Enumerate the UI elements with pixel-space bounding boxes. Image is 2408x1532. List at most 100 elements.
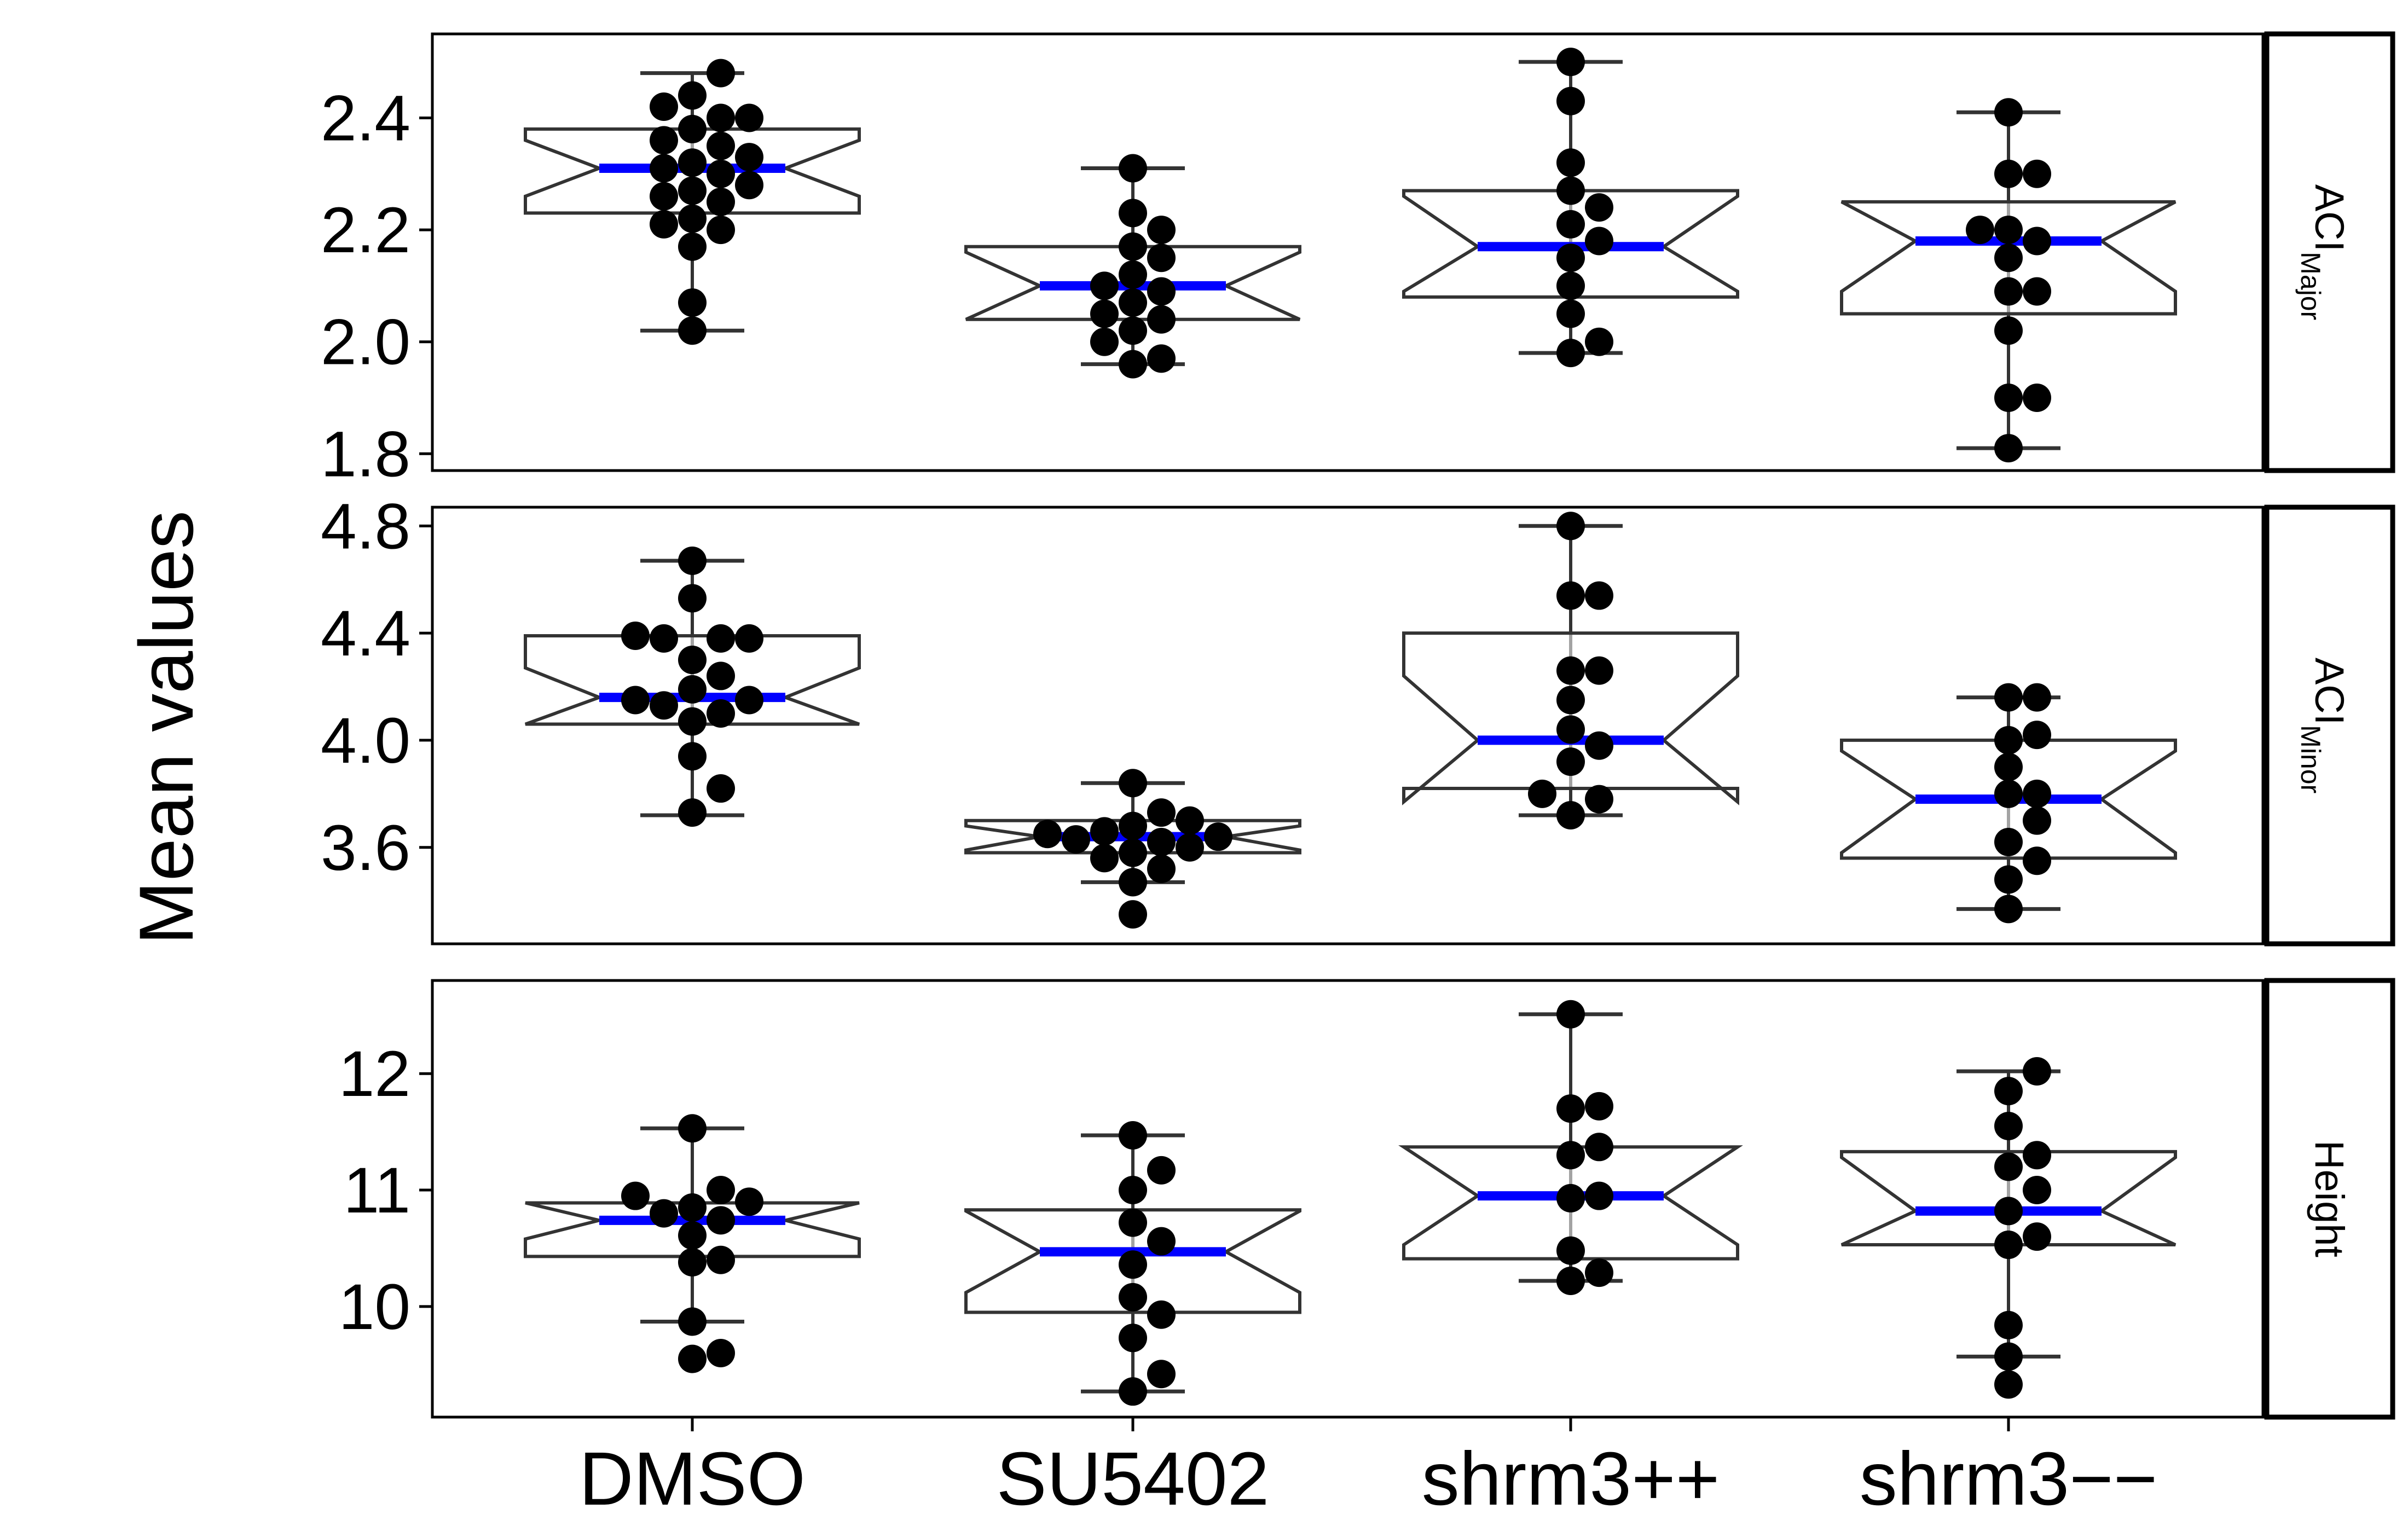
data-point [1119,232,1147,261]
data-point [678,646,707,675]
data-point [650,1199,678,1228]
data-point [1119,1176,1147,1205]
data-point [678,742,707,771]
data-point [1147,1227,1176,1256]
data-point [1994,98,2023,127]
data-point [2023,277,2051,306]
y-tick-label: 4.0 [321,705,410,777]
data-point [1585,327,1613,356]
data-point [650,154,678,183]
data-point [1119,350,1147,379]
data-point [2023,1222,2051,1251]
data-point [1090,327,1119,356]
data-point [678,148,707,177]
data-point [1556,210,1585,239]
data-point [1994,216,2023,245]
data-point [1119,288,1147,317]
data-point [707,103,735,132]
facet-strip-main: ACI [2307,184,2352,252]
data-point [1147,216,1176,245]
data-point [1994,1310,2023,1339]
box-group [964,769,1301,929]
data-point [1119,316,1147,345]
data-point [1556,1183,1585,1212]
data-point [678,316,707,345]
data-point [1556,1094,1585,1123]
data-point [678,288,707,317]
data-point [707,624,735,653]
data-point [2023,779,2051,808]
data-point [735,143,763,172]
data-point [735,624,763,653]
data-point [1090,271,1119,300]
data-point [678,1307,707,1336]
data-point [1119,1250,1147,1279]
data-point [1119,769,1147,798]
data-point [735,1187,763,1216]
data-point [1556,715,1585,744]
facet-panel: 10 11 12 Height [339,978,2395,1420]
y-tick-label: 12 [339,1038,410,1110]
data-point [2023,227,2051,256]
data-point [1147,344,1176,373]
data-point [1556,1000,1585,1029]
facet-strip-main: ACI [2307,658,2352,725]
data-point [707,774,735,803]
data-point [1147,1360,1176,1389]
data-point [2023,1176,2051,1205]
y-tick-label: 2.4 [321,82,410,154]
facet-strip-label: ACIMinor [2295,658,2352,793]
data-point [1556,176,1585,205]
facet-panel: 1.8 2.0 2.2 2.4 ACIMajor [321,31,2395,490]
data-point [1176,833,1204,862]
data-point [2023,384,2051,412]
data-point [1556,656,1585,685]
data-point [1119,154,1147,183]
box-group [1840,1057,2177,1399]
facet-strip-main: Height [2307,1140,2352,1257]
data-point [678,1247,707,1276]
data-point [1585,581,1613,610]
box-group [524,1114,861,1373]
data-point [1119,1121,1147,1150]
data-point [1585,227,1613,256]
y-tick-label: 1.8 [321,418,410,490]
data-point [678,546,707,575]
data-point [1556,243,1585,272]
data-point [1147,243,1176,272]
data-point [1556,747,1585,776]
data-point [678,1193,707,1222]
data-point [1556,299,1585,328]
data-point [621,1181,650,1210]
data-point [650,691,678,720]
data-point [1119,260,1147,289]
data-point [1147,305,1176,334]
data-point [650,92,678,121]
data-point [707,1338,735,1367]
facet-panels: 1.82.02.22.4ACIMajor3.64.04.44.8ACIMinor… [321,31,2395,1420]
data-point [1994,726,2023,755]
data-point [707,131,735,160]
data-point [1556,801,1585,830]
y-tick-label: 4.8 [321,490,410,562]
data-point [650,624,678,653]
data-point [1585,731,1613,760]
y-tick-label: 10 [339,1271,410,1343]
data-point [678,114,707,143]
y-tick-label: 2.2 [321,194,410,266]
data-point [1119,868,1147,897]
data-point [1994,779,2023,808]
facet-strip-subscript: Major [2295,252,2326,320]
data-point [1033,820,1062,849]
facet-strip-label: ACIMajor [2295,184,2352,320]
data-point [678,798,707,827]
data-point [1147,1300,1176,1329]
x-axis: DMSO SU5402 shrm3++ shrm3−− [579,1417,2157,1521]
data-point [1119,199,1147,228]
data-point [678,232,707,261]
data-point [678,204,707,233]
data-point [1528,779,1556,808]
data-point [1994,1231,2023,1260]
data-point [1119,811,1147,840]
